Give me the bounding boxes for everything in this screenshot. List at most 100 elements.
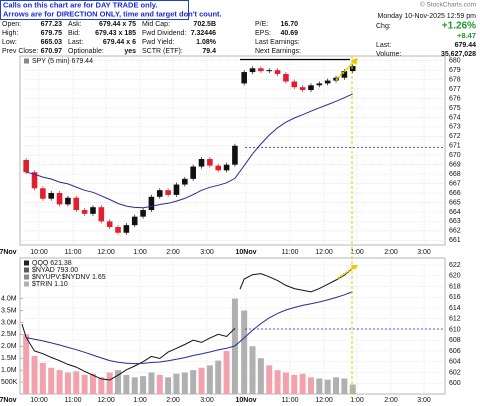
y-tick-label: 661	[449, 237, 461, 244]
legend-swatch	[24, 281, 29, 287]
quote-label: Prev Close:	[2, 48, 38, 55]
volume-bar	[324, 379, 331, 394]
y-tick-label: 677	[449, 86, 461, 93]
quote-date: Monday 10-Nov-2025 12:59 pm	[378, 13, 477, 20]
x-tick-label: 1:00	[350, 397, 364, 404]
x-tick-label: 11:00	[282, 249, 299, 256]
quote-label: EPS:	[255, 30, 271, 37]
y-tick-label: 676	[449, 95, 461, 102]
volume-bar	[31, 355, 38, 394]
candle	[81, 210, 88, 214]
candle	[123, 225, 130, 233]
quote-label: Volume:	[376, 51, 401, 58]
volume-bar	[316, 378, 323, 394]
candle	[56, 193, 63, 205]
candle	[156, 190, 163, 197]
quote-label: Fwd Yield:	[142, 39, 174, 46]
y-tick-label: 673	[449, 124, 461, 131]
candle	[308, 85, 314, 91]
volume-bar	[140, 376, 147, 394]
direction-arrow	[337, 265, 357, 279]
volume-bar	[190, 370, 197, 394]
quote-value: 665.03	[41, 39, 63, 46]
legend-swatch	[24, 58, 29, 64]
volume-bar	[215, 360, 222, 394]
volume-bar	[291, 374, 298, 394]
quote-value: 79.4	[202, 48, 216, 55]
legend-swatch	[24, 267, 29, 273]
y2-tick-label: 500K	[1, 379, 18, 386]
x-tick-label: 12:00	[97, 397, 115, 404]
quote-value: 679.44 x 6	[103, 39, 136, 46]
volume-bar	[333, 377, 340, 394]
y-tick-label: 663	[449, 218, 461, 225]
candle	[106, 221, 113, 228]
candle	[341, 71, 348, 78]
quote-value: 702.5B	[193, 21, 216, 28]
quote-label: Next Earnings:	[255, 48, 301, 55]
y-tick-label: 665	[449, 199, 461, 206]
direction-arrow	[335, 59, 357, 81]
x-tick-label: 12:00	[315, 249, 333, 256]
candle	[291, 81, 298, 88]
quote-value: 679.44	[455, 42, 477, 49]
chart-legend: QQQ 621.38	[32, 260, 72, 267]
candle	[207, 159, 213, 166]
price-line	[239, 267, 354, 293]
volume-bar	[307, 377, 314, 394]
candle	[165, 190, 171, 195]
volume-bar	[299, 373, 306, 394]
y-tick-label: 608	[449, 337, 461, 344]
volume-bar	[257, 358, 264, 394]
y-tick-label: 667	[449, 180, 461, 187]
chart-legend: $TRIN 1.10	[32, 281, 68, 288]
x-tick-label: 3:00	[200, 397, 214, 404]
y-tick-label: 606	[449, 348, 461, 355]
y2-tick-label: 2.5M	[1, 331, 17, 338]
x-tick-label: 2:00	[384, 397, 398, 404]
quote-label: Last:	[68, 39, 83, 46]
x-tick-label: 2:00	[384, 249, 398, 256]
candle	[48, 193, 55, 199]
arrow-head	[351, 58, 358, 65]
y2-tick-label: 4.0M	[1, 295, 17, 302]
x-tick-label: 2:00	[166, 397, 180, 404]
quote-label: Last:	[376, 42, 391, 49]
candle	[140, 210, 146, 217]
volume-bar	[156, 374, 163, 394]
y-tick-label: 669	[449, 162, 461, 169]
y-tick-label: 664	[449, 209, 461, 216]
quote-value: 679.44 x 75	[99, 21, 136, 28]
candle	[274, 70, 281, 74]
chart-legend: $NYAD 793.00	[32, 267, 78, 274]
legend-swatch	[24, 274, 29, 280]
candle	[90, 207, 96, 214]
y-tick-label: 666	[449, 190, 461, 197]
y2-tick-label: 1.5M	[1, 355, 17, 362]
x-tick-label: 3:00	[417, 397, 431, 404]
quote-label: Chg:	[376, 23, 391, 30]
quote-value: 16.70	[280, 21, 298, 28]
volume-bar	[198, 367, 205, 394]
candle	[232, 145, 238, 165]
quote-label: Mid Cap:	[142, 21, 170, 28]
y-tick-label: 674	[449, 114, 461, 121]
volume-bar	[206, 365, 213, 394]
volume-bar	[89, 373, 96, 394]
volume-bar	[165, 377, 172, 394]
x-tick-label: 10:00	[30, 397, 48, 404]
moving-average	[26, 291, 353, 365]
quote-label: Bid:	[68, 30, 80, 37]
quote-label: P/E:	[255, 21, 268, 28]
x-tick-label: 7Nov	[0, 397, 17, 404]
y-tick-label: 602	[449, 369, 461, 376]
candle	[73, 197, 80, 211]
y2-tick-label: 3.0M	[1, 319, 17, 326]
y-tick-label: 679	[449, 67, 461, 74]
candle	[258, 68, 264, 72]
moving-average	[26, 93, 353, 209]
volume-bar	[48, 367, 55, 394]
x-tick-label: 10Nov	[235, 397, 256, 404]
change-value: +8.47	[457, 31, 476, 40]
